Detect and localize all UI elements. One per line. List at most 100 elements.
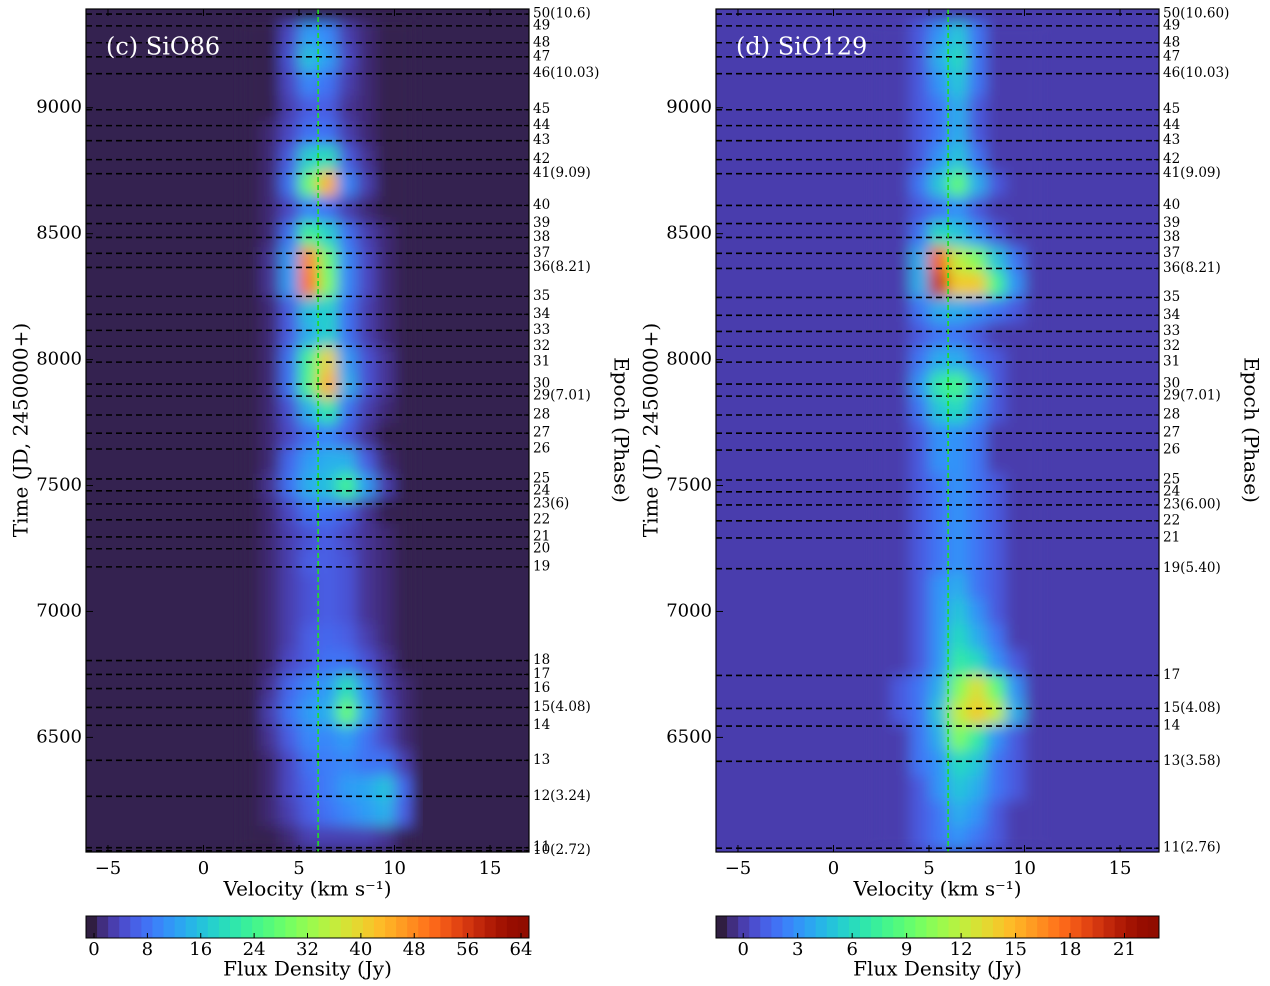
heat-cell: [356, 145, 376, 172]
heat-cell: [356, 195, 376, 222]
heat-cell: [871, 548, 892, 575]
x-axis-label: Velocity (km s⁻¹): [222, 877, 391, 901]
heat-cell: [871, 523, 892, 549]
heat-cell: [279, 145, 300, 172]
heat-cell: [356, 548, 376, 575]
heat-cell: [375, 749, 396, 776]
heatmap: [241, 19, 415, 852]
heat-cell: [298, 749, 319, 776]
y2-tick-label: 23(6.00): [1163, 496, 1221, 512]
heat-cell: [909, 321, 930, 348]
heat-cell: [986, 749, 1006, 776]
heat-cell: [967, 548, 987, 575]
y2-tick-label: 15(4.08): [533, 699, 591, 715]
y2-tick-label: 29(7.01): [533, 388, 591, 404]
heat-cell: [356, 19, 376, 46]
colorbar-band: [1125, 916, 1138, 938]
heat-cell: [337, 699, 357, 726]
heat-cell: [871, 296, 892, 323]
heat-cell: [394, 397, 415, 424]
heat-cell: [375, 523, 396, 549]
heat-cell: [260, 221, 281, 247]
heat-cell: [986, 296, 1006, 323]
heat-cell: [986, 624, 1006, 650]
colorbar-tick-label: 12: [950, 939, 973, 960]
heat-cell: [909, 69, 930, 96]
heat-cell: [871, 825, 892, 852]
heat-cell: [967, 598, 987, 625]
heat-cell: [241, 649, 262, 675]
heat-cell: [298, 800, 319, 827]
heat-cell: [986, 95, 1006, 121]
heat-cell: [948, 624, 968, 650]
colorbar-band: [462, 916, 475, 938]
heat-cell: [986, 674, 1006, 701]
heat-cell: [871, 775, 892, 801]
heat-cell: [241, 195, 262, 222]
heat-cell: [337, 347, 357, 373]
heat-cell: [375, 548, 396, 575]
heat-cell: [394, 699, 415, 726]
heat-cell: [337, 397, 357, 424]
heat-cell: [1005, 548, 1026, 575]
y2-tick-label: 30: [533, 376, 550, 392]
heat-cell: [928, 749, 949, 776]
heat-cell: [394, 170, 415, 197]
y2-tick-label: 27: [1163, 425, 1180, 441]
heat-cell: [871, 69, 892, 96]
heat-cell: [260, 800, 281, 827]
heat-cell: [1024, 170, 1045, 197]
heat-cell: [318, 472, 338, 499]
heat-cell: [394, 775, 415, 801]
heat-cell: [394, 221, 415, 247]
heat-cell: [298, 170, 319, 197]
heat-cell: [337, 674, 357, 701]
heat-cell: [871, 573, 892, 600]
heat-cell: [871, 624, 892, 650]
heat-cell: [356, 674, 376, 701]
heat-cell: [375, 724, 396, 751]
heat-cell: [909, 19, 930, 46]
heat-cell: [1005, 19, 1026, 46]
heat-cell: [871, 749, 892, 776]
heat-cell: [928, 573, 949, 600]
heat-cell: [909, 724, 930, 751]
heat-cell: [375, 296, 396, 323]
y2-tick-label: 26: [1163, 442, 1180, 458]
heat-cell: [375, 674, 396, 701]
heat-cell: [967, 19, 987, 46]
heat-cell: [356, 120, 376, 147]
x-tick-label: −5: [95, 858, 122, 879]
colorbar-band: [506, 916, 519, 938]
y2-tick-label: 22: [533, 511, 550, 527]
heat-cell: [967, 195, 987, 222]
colorbar-tick-label: 8: [142, 939, 153, 960]
heat-cell: [279, 372, 300, 398]
y2-tick-label: 19(5.40): [1163, 560, 1221, 576]
y2-tick-label: 26: [533, 441, 550, 457]
heat-cell: [1024, 800, 1045, 827]
heat-cell: [356, 699, 376, 726]
heat-cell: [298, 145, 319, 172]
heat-cell: [928, 624, 949, 650]
heat-cell: [375, 95, 396, 121]
heat-cell: [948, 649, 968, 675]
y2-tick-label: 29(7.01): [1163, 388, 1221, 404]
heat-cell: [890, 649, 911, 675]
heat-cell: [279, 825, 300, 852]
y2-tick-label: 38: [1163, 229, 1180, 245]
heat-cell: [967, 724, 987, 751]
heat-cell: [298, 372, 319, 398]
heat-cell: [909, 699, 930, 726]
colorbar-band: [959, 916, 972, 938]
heat-cell: [318, 598, 338, 625]
heat-cell: [890, 95, 911, 121]
heat-cell: [890, 498, 911, 524]
heat-cell: [890, 749, 911, 776]
heat-cell: [279, 95, 300, 121]
heat-cell: [948, 573, 968, 600]
heat-cell: [260, 145, 281, 172]
y2-tick-label: 43: [1163, 132, 1180, 148]
heat-cell: [356, 649, 376, 675]
y2-tick-label: 25: [1163, 471, 1180, 487]
